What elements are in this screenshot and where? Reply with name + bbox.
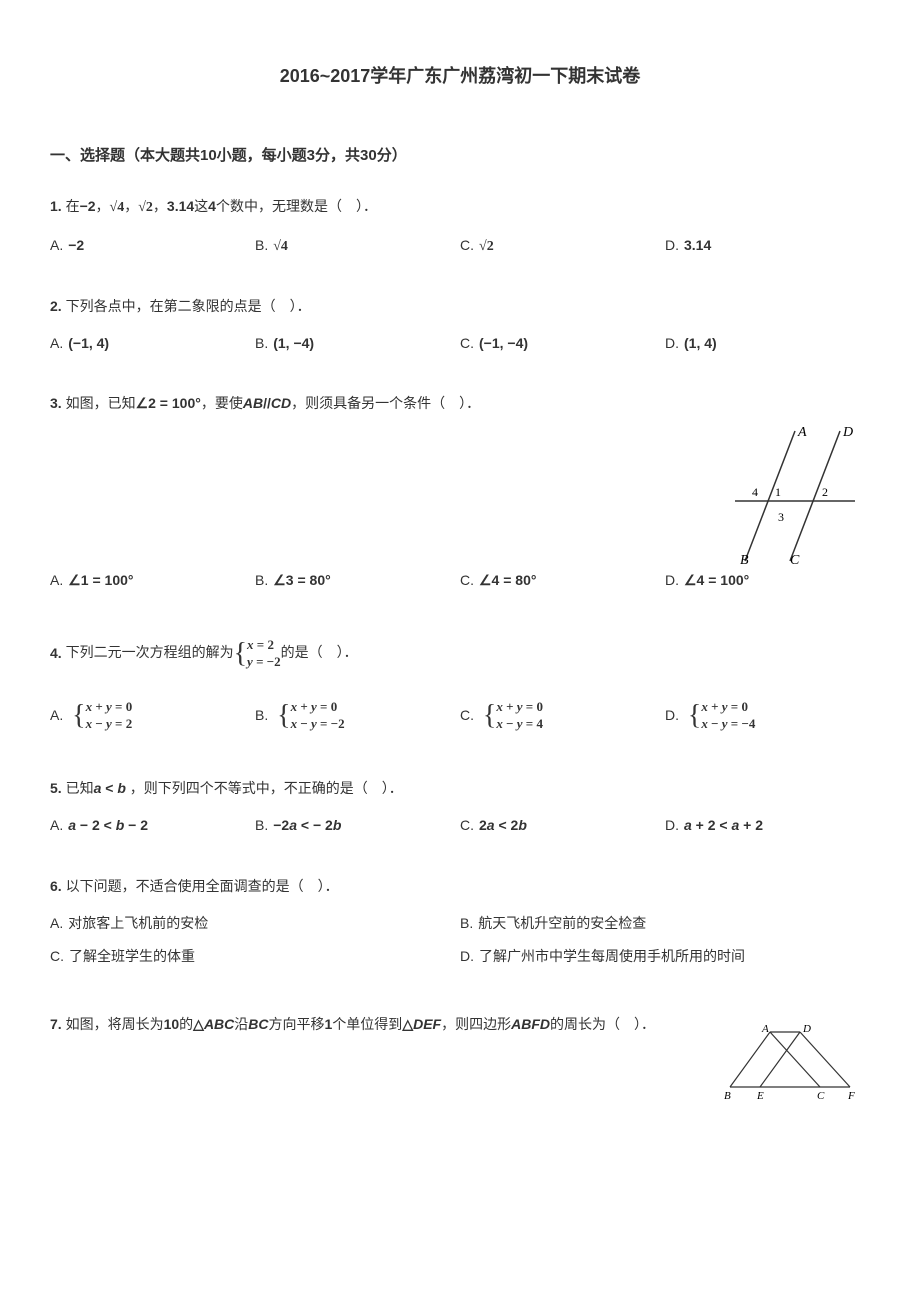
question-body: 以下问题，不适合使用全面调查的是（ ）． [66, 878, 339, 894]
question-number: 4. [50, 644, 62, 660]
question-7: 7. 如图，将周长为10的△ABC沿BC方向平移1个单位得到△DEF，则四边形A… [50, 1012, 870, 1037]
option-a: A.∠1 = 100° [50, 568, 255, 593]
option-d: D.(1, 4) [665, 331, 870, 356]
svg-text:A: A [797, 425, 807, 440]
option-b: B.√4 [255, 233, 460, 259]
option-a: A. {x + y = 0x − y = 2 [50, 691, 255, 741]
option-c: C.了解全班学生的体重 [50, 944, 460, 969]
option-d: D.了解广州市中学生每周使用手机所用的时间 [460, 944, 870, 969]
question-number: 5. [50, 780, 62, 796]
question-3: 3. 如图，已知∠2 = 100°，要使AB//CD，则须具备另一个条件（ ）．… [50, 391, 870, 593]
question-2: 2. 下列各点中，在第二象限的点是（ ）． A.(−1, 4) B.(1, −4… [50, 294, 870, 356]
option-a: A.a − 2 < b − 2 [50, 813, 255, 838]
option-d: D.a + 2 < a + 2 [665, 813, 870, 838]
svg-text:A: A [761, 1023, 769, 1035]
option-a: A.(−1, 4) [50, 331, 255, 356]
question-body: 下列二元一次方程组的解为{x = 2y = −2的是（ ）． [66, 644, 358, 660]
options: A.对旅客上飞机前的安检 B.航天飞机升空前的安全检查 C.了解全班学生的体重 … [50, 911, 870, 977]
question-text: 5. 已知a < b ，则下列四个不等式中，不正确的是（ ）． [50, 776, 870, 801]
question-text: 3. 如图，已知∠2 = 100°，要使AB//CD，则须具备另一个条件（ ）． [50, 391, 870, 416]
question-body: 下列各点中，在第二象限的点是（ ）． [66, 298, 311, 314]
svg-text:B: B [740, 553, 749, 566]
diagram-q3: A D B C 1 2 3 4 [730, 416, 860, 574]
question-number: 7. [50, 1016, 62, 1032]
option-b: B.航天飞机升空前的安全检查 [460, 911, 870, 936]
question-text: 1. 在−2，√4，√2，3.14这4个数中，无理数是（ ）． [50, 194, 870, 220]
svg-text:2: 2 [822, 485, 828, 499]
option-c: C.2a < 2b [460, 813, 665, 838]
question-body: 如图，已知∠2 = 100°，要使AB//CD，则须具备另一个条件（ ）． [66, 395, 481, 411]
svg-text:E: E [756, 1090, 764, 1102]
option-b: B.(1, −4) [255, 331, 460, 356]
svg-text:D: D [842, 425, 853, 440]
option-d: D. {x + y = 0x − y = −4 [665, 691, 870, 741]
option-c: C.∠4 = 80° [460, 568, 665, 593]
section-one-header: 一、选择题（本大题共10小题，每小题3分，共30分） [50, 142, 870, 169]
option-d: D.3.14 [665, 233, 870, 259]
svg-text:F: F [847, 1090, 855, 1102]
option-c: C.(−1, −4) [460, 331, 665, 356]
option-b: B. {x + y = 0x − y = −2 [255, 691, 460, 741]
options: A.a − 2 < b − 2 B.−2a < − 2b C.2a < 2b D… [50, 813, 870, 838]
question-body: 已知a < b ，则下列四个不等式中，不正确的是（ ）． [66, 780, 403, 796]
diagram-q7: A D B E C F [720, 1022, 860, 1110]
svg-text:B: B [724, 1090, 731, 1102]
option-b: B.−2a < − 2b [255, 813, 460, 838]
options: A.(−1, 4) B.(1, −4) C.(−1, −4) D.(1, 4) [50, 331, 870, 356]
question-text: 2. 下列各点中，在第二象限的点是（ ）． [50, 294, 870, 319]
question-text: 4. 下列二元一次方程组的解为{x = 2y = −2的是（ ）． [50, 629, 870, 679]
question-6: 6. 以下问题，不适合使用全面调查的是（ ）． A.对旅客上飞机前的安检 B.航… [50, 874, 870, 978]
options: A. {x + y = 0x − y = 2 B. {x + y = 0x − … [50, 691, 870, 741]
svg-text:4: 4 [752, 485, 758, 499]
question-1: 1. 在−2，√4，√2，3.14这4个数中，无理数是（ ）． A.−2 B.√… [50, 194, 870, 258]
option-b: B.∠3 = 80° [255, 568, 460, 593]
question-4: 4. 下列二元一次方程组的解为{x = 2y = −2的是（ ）． A. {x … [50, 629, 870, 742]
question-body: 如图，将周长为10的△ABC沿BC方向平移1个单位得到△DEF，则四边形ABFD… [66, 1016, 655, 1032]
question-number: 3. [50, 395, 62, 411]
options: A.−2 B.√4 C.√2 D.3.14 [50, 233, 870, 259]
svg-text:1: 1 [775, 485, 781, 499]
svg-text:3: 3 [778, 510, 784, 524]
question-number: 1. [50, 198, 62, 214]
question-number: 6. [50, 878, 62, 894]
question-text: 6. 以下问题，不适合使用全面调查的是（ ）． [50, 874, 870, 899]
svg-text:C: C [817, 1090, 825, 1102]
svg-text:C: C [790, 553, 800, 566]
option-c: C. {x + y = 0x − y = 4 [460, 691, 665, 741]
svg-text:D: D [802, 1023, 811, 1035]
option-c: C.√2 [460, 233, 665, 259]
option-a: A.−2 [50, 233, 255, 259]
question-5: 5. 已知a < b ，则下列四个不等式中，不正确的是（ ）． A.a − 2 … [50, 776, 870, 838]
question-body: 在−2，√4，√2，3.14这4个数中，无理数是（ ）． [66, 198, 377, 214]
option-a: A.对旅客上飞机前的安检 [50, 911, 460, 936]
question-number: 2. [50, 298, 62, 314]
exam-title: 2016~2017学年广东广州荔湾初一下期末试卷 [50, 60, 870, 92]
